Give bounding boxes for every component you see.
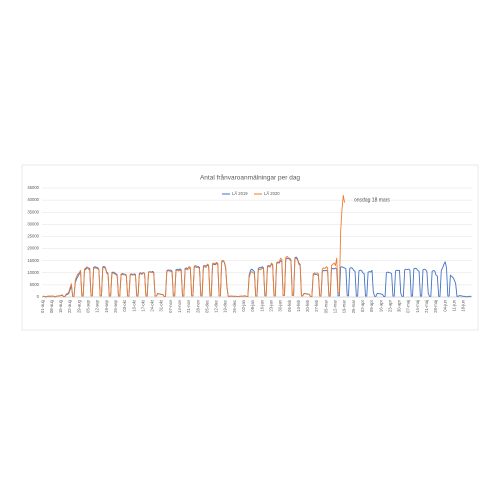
x-tick-label: 16-jan: [259, 299, 264, 311]
x-tick-label: 27-feb: [314, 299, 319, 312]
x-tick-label: 23-jan: [268, 299, 273, 311]
x-tick-label: 30-apr: [397, 299, 402, 312]
x-tick-label: 31-okt: [159, 299, 164, 311]
x-tick-label: 21-maj: [424, 300, 429, 313]
y-tick-label: 5000: [30, 282, 40, 287]
x-tick-label: 09-jan: [250, 299, 255, 311]
y-tick-label: 45000: [27, 185, 39, 190]
x-tick-label: 26-mar: [351, 299, 356, 313]
y-tick-label: 10000: [27, 270, 39, 275]
y-tick-label: 15000: [27, 258, 39, 263]
x-tick-label: 17-okt: [140, 299, 145, 311]
x-tick-label: 02-jan: [241, 299, 246, 311]
y-tick-label: 25000: [27, 234, 39, 239]
x-tick-label: 05-dec: [204, 300, 209, 313]
x-tick-label: 19-dec: [223, 300, 228, 313]
y-tick-label: 0: [37, 294, 40, 299]
x-tick-label: 01-aug: [40, 299, 45, 313]
x-tick-label: 12-mar: [333, 299, 338, 313]
x-tick-label: 05-sep: [86, 299, 91, 312]
x-tick-label: 10-okt: [131, 299, 136, 311]
x-tick-label: 04-jun: [442, 299, 447, 311]
x-tick-label: 22-aug: [67, 299, 72, 313]
x-tick-label: 13-feb: [296, 299, 301, 312]
x-tick-label: 12-dec: [214, 300, 219, 313]
x-tick-label: 28-nov: [195, 299, 200, 313]
x-tick-label: 29-aug: [76, 299, 81, 313]
x-tick-label: 19-sep: [104, 299, 109, 312]
x-tick-label: 03-okt: [122, 299, 127, 311]
x-tick-label: 12-sep: [95, 299, 100, 312]
x-tick-label: 20-feb: [305, 299, 310, 312]
y-tick-label: 40000: [27, 197, 39, 202]
x-tick-label: 14-nov: [177, 299, 182, 313]
y-tick-label: 20000: [27, 246, 39, 251]
x-tick-label: 07-nov: [168, 299, 173, 313]
x-tick-label: 26-sep: [113, 299, 118, 312]
x-tick-label: 24-okt: [150, 299, 155, 311]
y-tick-label: 30000: [27, 221, 39, 226]
x-tick-label: 14-maj: [415, 300, 420, 313]
x-tick-label: 09-apr: [369, 299, 374, 312]
x-tick-label: 19-mar: [342, 299, 347, 313]
x-tick-label: 21-nov: [186, 299, 191, 313]
x-tick-label: 26-dec: [232, 300, 237, 313]
x-tick-label: 16-apr: [378, 299, 383, 312]
chart-frame: [21, 164, 479, 331]
y-tick-label: 35000: [27, 209, 39, 214]
x-tick-label: 11-jun: [451, 299, 456, 311]
legend-label: LÅ 2020: [264, 191, 280, 196]
x-tick-label: 08-aug: [49, 299, 54, 313]
x-tick-label: 30-jan: [278, 299, 283, 311]
legend-label: LÅ 2019: [232, 191, 248, 196]
x-tick-label: 28-maj: [433, 300, 438, 313]
x-tick-label: 23-apr: [387, 299, 392, 312]
x-tick-label: 07-maj: [406, 300, 411, 313]
series-line: [42, 194, 346, 298]
x-tick-label: 06-feb: [287, 299, 292, 312]
chart-title: Antal frånvaroanmälningar per dag: [200, 174, 300, 182]
x-tick-label: 15-aug: [58, 299, 63, 313]
x-tick-label: 05-mar: [323, 299, 328, 313]
x-tick-label: 18-jun: [461, 299, 466, 311]
x-tick-label: 02-apr: [360, 299, 365, 312]
